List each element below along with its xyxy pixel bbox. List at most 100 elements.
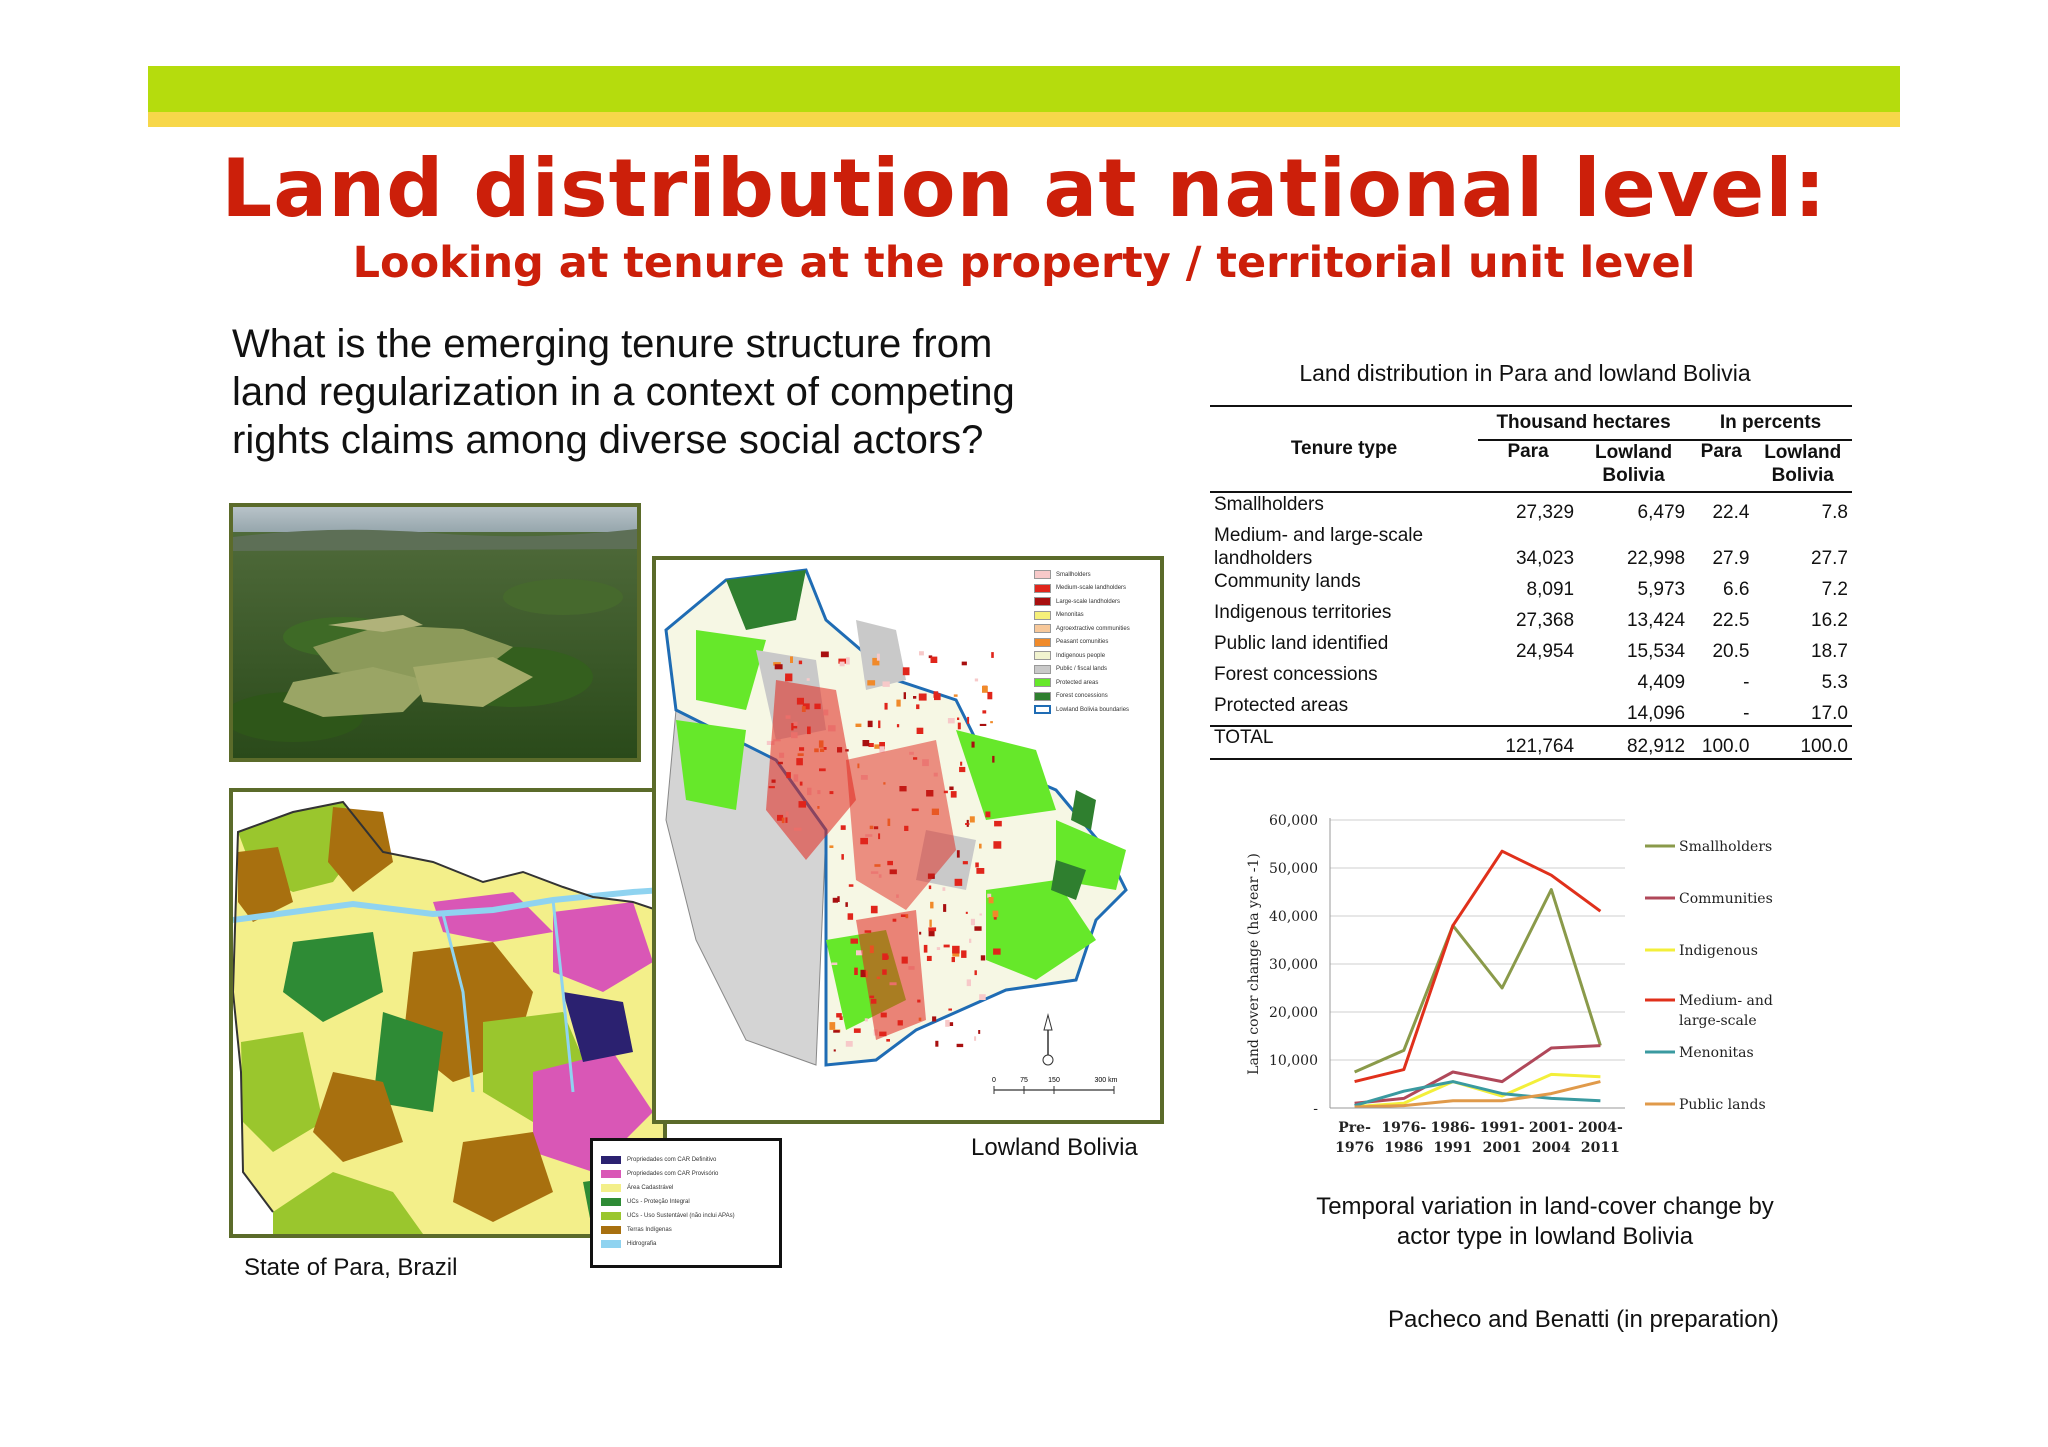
para-map-legend: Propriedades com CAR Definitivo Proprieda… (590, 1138, 782, 1268)
legend-label: Terras Indígenas (627, 1227, 672, 1233)
tenure-type-cell: Smallholders (1210, 492, 1478, 524)
legend-swatch (601, 1198, 621, 1206)
legend-label: Large-scale landholders (1056, 598, 1121, 605)
scale-label: 300 km (1095, 1077, 1118, 1084)
table-cell: 27,329 (1515, 502, 1575, 523)
legend-item: Hidrografia (601, 1237, 779, 1251)
scale-label: 75 (1020, 1077, 1028, 1084)
legend-label: Public / fiscal lands (1056, 666, 1108, 673)
para-map-caption: State of Para, Brazil (244, 1254, 458, 1281)
legend-label: Medium-scale landholders (1056, 585, 1127, 592)
legend-swatch (1034, 610, 1051, 620)
legend-item: Indigenous people (1034, 649, 1154, 663)
legend-label: large-scale (1679, 1013, 1757, 1029)
question-line: land regularization in a context of comp… (232, 370, 1015, 414)
legend-label: Medium- and (1679, 993, 1773, 1009)
col-header-para-pct: Para (1700, 441, 1742, 462)
land-cover-change-chart: - 10,000 20,000 30,000 40,000 50,000 60,000 Lan… (1246, 813, 1773, 1156)
legend-label: Menonitas (1679, 1045, 1754, 1061)
table-cell: 27.9 (1712, 548, 1750, 569)
legend-label: Smallholders (1056, 571, 1091, 578)
total-label: TOTAL (1214, 727, 1274, 748)
table-row: Protected areas 14,096 - 17.0 (1210, 694, 1852, 726)
legend-swatch (1034, 583, 1051, 593)
y-tick-label: - (1313, 1101, 1318, 1117)
scale-label: 150 (1048, 1077, 1060, 1084)
x-tick-label: 2001- (1529, 1120, 1574, 1136)
legend-label: UCs - Proteção Integral (627, 1199, 690, 1205)
table-cell: 13,424 (1626, 610, 1686, 631)
legend-swatch (1034, 705, 1051, 715)
x-tick-label: 1991- (1480, 1120, 1525, 1136)
header-banner (148, 66, 1900, 112)
series-line (1353, 888, 1602, 1074)
legend-item: Lowland Bolivia boundaries (1034, 703, 1154, 717)
table-cell: 5.3 (1821, 672, 1848, 693)
chart-caption: Temporal variation in land-cover change … (1240, 1192, 1850, 1252)
table-row: Forest concessions 4,409 - 5.3 (1210, 663, 1852, 694)
bolivia-map-legend: Smallholders Medium-scale landholders Larg… (1034, 568, 1154, 717)
tenure-type-line: Community lands (1214, 571, 1361, 592)
x-tick-label: Pre- (1338, 1120, 1371, 1136)
legend-label: Agroextractive communities (1056, 625, 1130, 632)
legend-label: UCs - Uso Sustentável (não inclui APAs) (627, 1213, 735, 1219)
table-cell: 7.2 (1821, 579, 1848, 600)
tenure-type-cell: Forest concessions (1210, 663, 1478, 694)
legend-item: Terras Indígenas (601, 1223, 779, 1237)
tenure-type-cell: Medium- and large-scale landholders (1210, 524, 1478, 570)
legend-item: Large-scale landholders (1034, 595, 1154, 609)
table-cell: 17.0 (1811, 703, 1848, 724)
y-tick-label: 40,000 (1269, 909, 1318, 925)
table-cell (1478, 694, 1578, 726)
legend-label: Lowland Bolivia boundaries (1056, 706, 1130, 713)
legend-swatch (1034, 597, 1051, 607)
table-cell: 18.7 (1811, 641, 1848, 662)
land-distribution-table: Tenure type Thousand hectares In percent… (1210, 405, 1852, 760)
total-cell: 82,912 (1626, 736, 1686, 757)
legend-swatch (601, 1240, 621, 1248)
table-row: Smallholders 27,329 6,479 22.4 7.8 (1210, 492, 1852, 524)
table-cell: 20.5 (1712, 641, 1750, 662)
legend-item: Propriedades com CAR Provisório (601, 1167, 779, 1181)
table-row: Medium- and large-scale landholders 34,023… (1210, 524, 1852, 570)
series-line (1354, 1080, 1601, 1109)
tenure-type-line: Indigenous territories (1214, 602, 1392, 623)
legend-label: Indigenous (1679, 943, 1758, 959)
north-arrow (1042, 1013, 1054, 1066)
x-tick-label: 1986 (1384, 1140, 1423, 1156)
legend-item: UCs - Uso Sustentável (não inclui APAs) (601, 1209, 779, 1223)
col-header-para: Para (1507, 441, 1549, 462)
col-header-lowland-pct: Lowland Bolivia (1753, 440, 1852, 492)
table-cell: 8,091 (1526, 579, 1575, 600)
tenure-type-cell: Public land identified (1210, 632, 1478, 663)
y-tick-label: 30,000 (1269, 957, 1318, 973)
table-cell: 27.7 (1811, 548, 1848, 569)
table-cell: 6,479 (1637, 502, 1686, 523)
col-header-tenure: Tenure type (1290, 438, 1398, 459)
series-line (1354, 1044, 1601, 1105)
legend-item: Área Cadastrável (601, 1181, 779, 1195)
legend-item: Protected areas (1034, 676, 1154, 690)
table-cell: 24,954 (1515, 641, 1575, 662)
col-header-line: Lowland (1764, 442, 1842, 463)
table-row: Indigenous territories 27,368 13,424 22.5 16… (1210, 601, 1852, 632)
legend-swatch (1034, 651, 1051, 661)
legend-item: Smallholders (1034, 568, 1154, 582)
table-row: Public land identified 24,954 15,534 20.5 18… (1210, 632, 1852, 663)
legend-item: Forest concessions (1034, 690, 1154, 704)
bolivia-map: 0 75 150 300 km (652, 556, 1164, 1124)
x-tick-label: 2011 (1581, 1140, 1620, 1156)
legend-swatch (601, 1156, 621, 1164)
legend-item: Propriedades com CAR Definitivo (601, 1153, 779, 1167)
tenure-type-line: Smallholders (1214, 494, 1324, 515)
legend-label: Peasant comunities (1056, 639, 1109, 646)
col-header-line: Bolivia (1771, 465, 1834, 486)
x-tick-label: 1976 (1335, 1140, 1374, 1156)
legend-item: Public / fiscal lands (1034, 663, 1154, 677)
table-title: Land distribution in Para and lowland Bo… (1299, 360, 1751, 386)
slide-title: Land distribution at national level: (221, 142, 1827, 235)
x-tick-label: 2001 (1483, 1140, 1522, 1156)
legend-swatch (601, 1184, 621, 1192)
legend-item: UCs - Proteção Integral (601, 1195, 779, 1209)
col-header-lowland: Lowland Bolivia (1578, 440, 1689, 492)
